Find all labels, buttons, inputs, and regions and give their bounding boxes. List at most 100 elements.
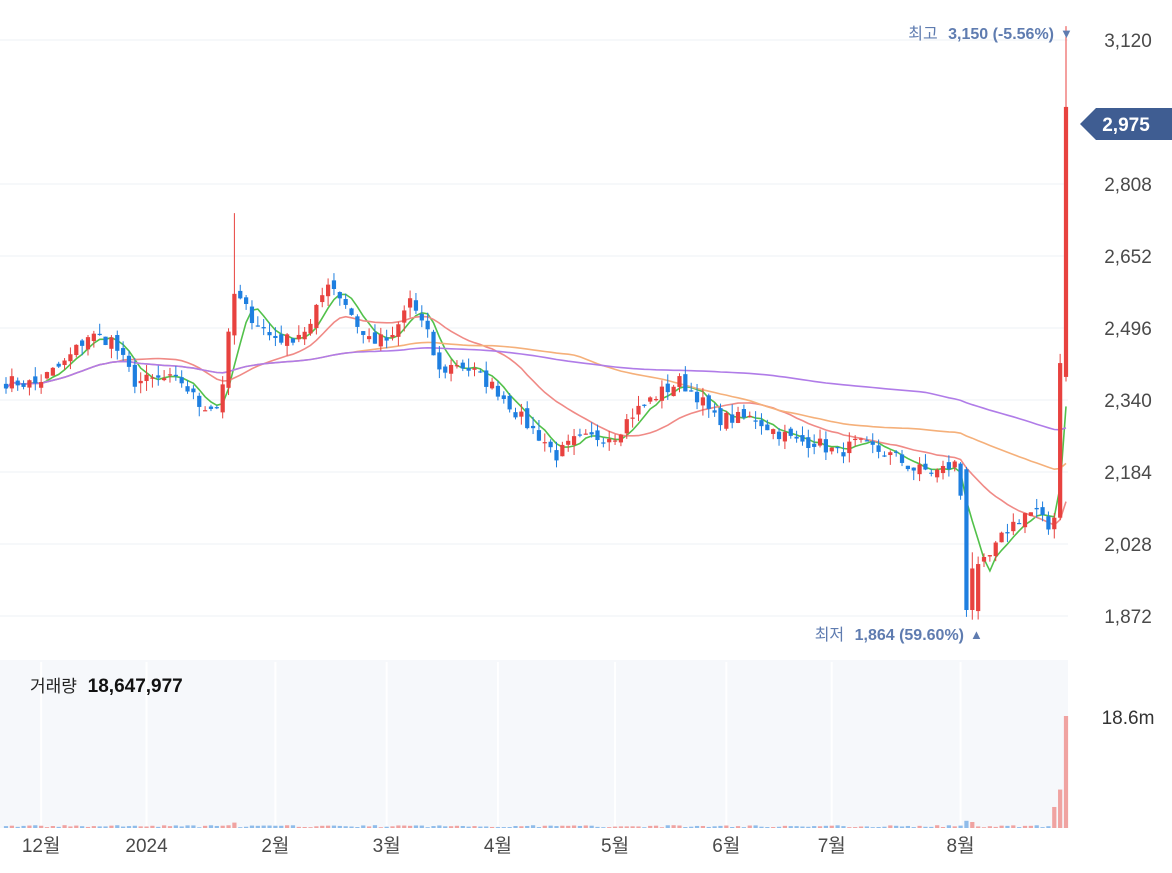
volume-bar[interactable] xyxy=(601,827,606,828)
volume-bar[interactable] xyxy=(589,825,594,828)
candle-body[interactable] xyxy=(648,397,653,402)
candle-body[interactable] xyxy=(21,383,26,387)
volume-bar[interactable] xyxy=(659,827,665,828)
volume-bar[interactable] xyxy=(279,825,284,828)
volume-bar[interactable] xyxy=(407,825,413,828)
candle-body[interactable] xyxy=(788,428,793,436)
candle-body[interactable] xyxy=(489,381,495,389)
volume-bar[interactable] xyxy=(1058,789,1063,828)
candle-body[interactable] xyxy=(138,380,143,384)
volume-bar[interactable] xyxy=(677,825,682,828)
volume-bar[interactable] xyxy=(97,826,102,828)
volume-bar[interactable] xyxy=(847,827,852,828)
candle-body[interactable] xyxy=(495,385,501,397)
candle-body[interactable] xyxy=(244,297,249,304)
volume-bar[interactable] xyxy=(372,825,378,828)
candle-body[interactable] xyxy=(577,434,583,436)
candle-body[interactable] xyxy=(911,467,916,471)
volume-bar[interactable] xyxy=(999,825,1004,828)
volume-bar[interactable] xyxy=(466,826,471,828)
candle-body[interactable] xyxy=(443,366,448,373)
candle-body[interactable] xyxy=(167,374,173,376)
volume-bar[interactable] xyxy=(706,826,711,828)
volume-bar[interactable] xyxy=(115,825,120,828)
volume-bar[interactable] xyxy=(419,825,424,828)
volume-bar[interactable] xyxy=(150,825,155,828)
candle-body[interactable] xyxy=(1005,532,1010,534)
candle-body[interactable] xyxy=(671,386,676,397)
candle-body[interactable] xyxy=(946,462,951,470)
candle-body[interactable] xyxy=(642,404,647,406)
candle-body[interactable] xyxy=(513,412,518,418)
candle-body[interactable] xyxy=(583,433,588,435)
candle-body[interactable] xyxy=(981,557,987,562)
volume-bar[interactable] xyxy=(15,826,20,828)
candle-body[interactable] xyxy=(571,436,577,446)
volume-bar[interactable] xyxy=(624,826,629,828)
volume-bar[interactable] xyxy=(554,826,559,828)
candle-body[interactable] xyxy=(595,430,600,441)
volume-bar[interactable] xyxy=(946,825,951,828)
volume-bar[interactable] xyxy=(618,826,624,828)
volume-bar[interactable] xyxy=(261,825,266,828)
candle-body[interactable] xyxy=(624,419,629,434)
candle-body[interactable] xyxy=(618,434,624,443)
candle-body[interactable] xyxy=(993,542,998,557)
volume-bar[interactable] xyxy=(460,825,465,828)
candle-body[interactable] xyxy=(1017,522,1022,525)
candle-body[interactable] xyxy=(208,406,214,409)
candle-body[interactable] xyxy=(448,364,454,374)
candle-body[interactable] xyxy=(782,432,788,442)
candle-body[interactable] xyxy=(466,368,471,371)
candle-body[interactable] xyxy=(765,424,770,431)
candle-body[interactable] xyxy=(302,331,307,340)
candle-body[interactable] xyxy=(560,444,565,457)
candle-body[interactable] xyxy=(1034,507,1039,510)
volume-bar[interactable] xyxy=(489,826,495,828)
candle-body[interactable] xyxy=(366,336,372,340)
candle-body[interactable] xyxy=(179,377,184,384)
volume-bar[interactable] xyxy=(1028,825,1033,828)
volume-bar[interactable] xyxy=(1005,825,1010,828)
volume-bar[interactable] xyxy=(208,825,214,828)
volume-bar[interactable] xyxy=(923,826,928,828)
volume-bar[interactable] xyxy=(612,826,618,828)
volume-bar[interactable] xyxy=(1052,806,1057,828)
volume-bar[interactable] xyxy=(308,827,313,828)
volume-bar[interactable] xyxy=(44,827,50,828)
volume-bar[interactable] xyxy=(3,826,9,828)
volume-bar[interactable] xyxy=(993,826,998,828)
candle-body[interactable] xyxy=(1011,521,1016,532)
candle-body[interactable] xyxy=(566,440,571,445)
candle-body[interactable] xyxy=(730,414,735,423)
volume-bar[interactable] xyxy=(935,825,940,828)
candle-body[interactable] xyxy=(899,454,905,463)
volume-bar[interactable] xyxy=(366,826,372,828)
candle-body[interactable] xyxy=(425,320,430,330)
volume-bar[interactable] xyxy=(888,825,893,828)
volume-bar[interactable] xyxy=(296,826,301,828)
volume-bar[interactable] xyxy=(273,825,278,828)
candle-body[interactable] xyxy=(419,313,424,321)
volume-bar[interactable] xyxy=(712,826,717,828)
candle-body[interactable] xyxy=(115,335,120,351)
candle-body[interactable] xyxy=(402,310,407,323)
volume-bar[interactable] xyxy=(876,826,881,828)
volume-bar[interactable] xyxy=(402,825,407,828)
volume-bar[interactable] xyxy=(981,827,987,828)
candle-body[interactable] xyxy=(173,374,178,377)
candle-body[interactable] xyxy=(525,408,530,429)
volume-bar[interactable] xyxy=(776,826,782,828)
volume-bar[interactable] xyxy=(185,825,190,828)
volume-bar[interactable] xyxy=(501,827,506,828)
candle-body[interactable] xyxy=(940,465,946,474)
volume-bar[interactable] xyxy=(495,827,501,828)
volume-bar[interactable] xyxy=(343,826,348,828)
candle-body[interactable] xyxy=(554,450,559,461)
volume-bar[interactable] xyxy=(255,825,260,828)
candle-body[interactable] xyxy=(378,334,383,347)
candle-body[interactable] xyxy=(888,452,893,456)
candle-body[interactable] xyxy=(472,368,477,370)
volume-bar[interactable] xyxy=(841,826,846,828)
volume-bar[interactable] xyxy=(249,825,255,828)
